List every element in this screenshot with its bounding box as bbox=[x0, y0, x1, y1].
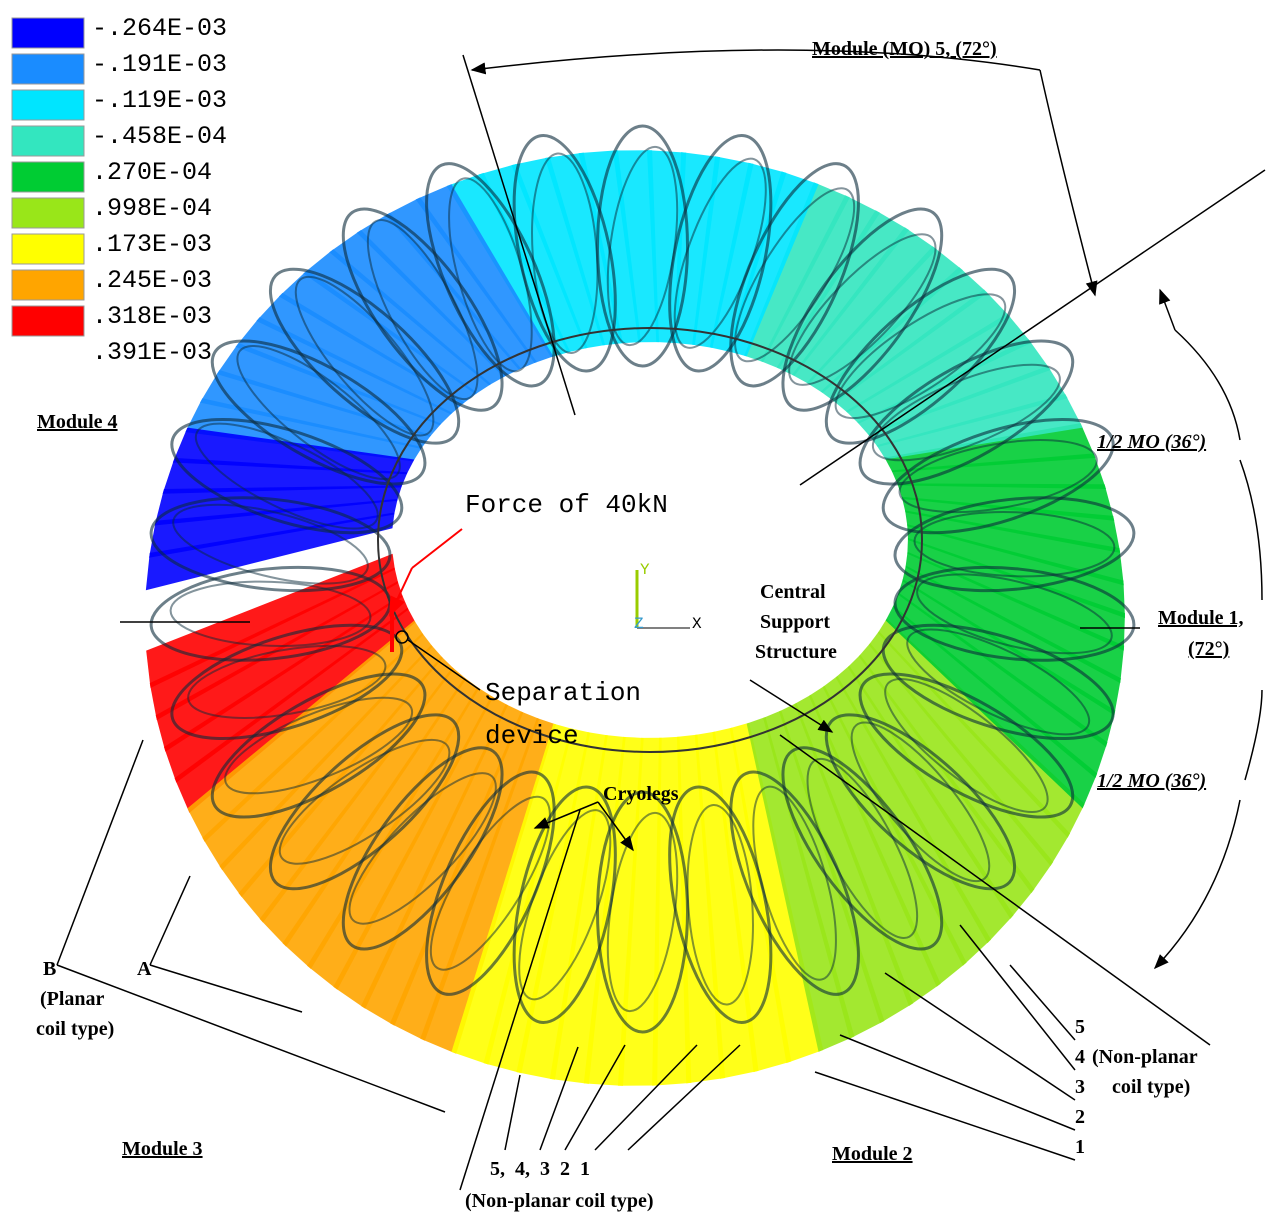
legend-label: -.119E-03 bbox=[92, 86, 227, 115]
legend-label: -.191E-03 bbox=[92, 50, 227, 79]
legend-swatch bbox=[12, 198, 84, 228]
coil-number: 4 bbox=[1075, 1046, 1085, 1068]
coil-numbers: 5, 4, 3 2 1 bbox=[490, 1158, 590, 1180]
structure-label: Support bbox=[760, 611, 830, 633]
legend-swatch bbox=[12, 18, 84, 48]
coil-number: 5 bbox=[1075, 1016, 1085, 1038]
coil-type: coil type) bbox=[36, 1018, 114, 1040]
coil-number: 3 bbox=[1075, 1076, 1085, 1098]
legend-swatch bbox=[12, 270, 84, 300]
coil-type: (Planar bbox=[40, 988, 105, 1010]
angle-label: 1/2 MO (36°) bbox=[1097, 431, 1206, 453]
module-label: Module 3 bbox=[122, 1138, 203, 1160]
legend-label: -.458E-04 bbox=[92, 122, 227, 151]
coil-type: (Non-planar bbox=[1092, 1046, 1198, 1068]
legend-swatch bbox=[12, 126, 84, 156]
structure-label: Central bbox=[760, 581, 826, 603]
angle-label: 1/2 MO (36°) bbox=[1097, 770, 1206, 792]
legend-label: .998E-04 bbox=[92, 194, 212, 223]
module-label: Module (MO) 5, (72°) bbox=[812, 38, 997, 60]
coil-type: coil type) bbox=[1112, 1076, 1190, 1098]
axis-x: X bbox=[692, 615, 702, 633]
legend-label: -.264E-03 bbox=[92, 14, 227, 43]
coil-number: 2 bbox=[1075, 1106, 1085, 1128]
legend-label: .245E-03 bbox=[92, 266, 212, 295]
legend-label: .391E-03 bbox=[92, 338, 212, 367]
legend-label: .270E-04 bbox=[92, 158, 212, 187]
legend-label: .318E-03 bbox=[92, 302, 212, 331]
device-label: device bbox=[485, 721, 579, 751]
coil-label: B bbox=[43, 958, 56, 980]
device-label: Separation bbox=[485, 678, 641, 708]
module-label: Module 2 bbox=[832, 1143, 913, 1165]
coil-type: (Non-planar coil type) bbox=[465, 1190, 654, 1212]
coil-number: 1 bbox=[1075, 1136, 1085, 1158]
legend: -.264E-03 -.191E-03 -.119E-03 -.458E-04 .270… bbox=[12, 14, 227, 367]
axis-z: Z bbox=[634, 615, 644, 633]
axis-y: Y bbox=[640, 561, 650, 579]
module-label: (72°) bbox=[1188, 638, 1229, 660]
legend-swatch bbox=[12, 234, 84, 264]
module-label: Module 4 bbox=[37, 411, 118, 433]
coil-label: A bbox=[137, 958, 152, 980]
cryolegs-label: Cryolegs bbox=[603, 783, 679, 805]
module-label: Module 1, bbox=[1158, 607, 1244, 629]
force-label: Force of 40kN bbox=[465, 490, 668, 520]
legend-swatch bbox=[12, 54, 84, 84]
figure: -.264E-03 -.191E-03 -.119E-03 -.458E-04 .270… bbox=[0, 0, 1275, 1225]
legend-swatch bbox=[12, 162, 84, 192]
legend-swatch bbox=[12, 306, 84, 336]
structure-label: Structure bbox=[755, 641, 837, 663]
legend-swatch bbox=[12, 90, 84, 120]
legend-label: .173E-03 bbox=[92, 230, 212, 259]
